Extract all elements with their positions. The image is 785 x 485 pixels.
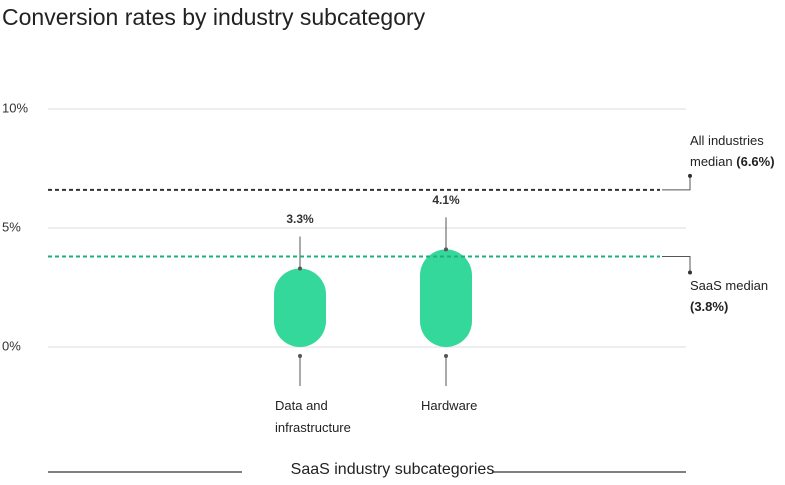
connector	[662, 175, 691, 191]
reference-value-label: (6.6%)	[736, 153, 775, 169]
reference-annotation: SaaS median (3.8%)	[690, 275, 785, 317]
bar	[274, 268, 326, 347]
x-tick-label: Data and infrastructure	[275, 398, 351, 435]
leader-dot	[444, 247, 448, 252]
y-tick-label: 0%	[2, 338, 21, 354]
y-tick-label: 5%	[2, 219, 21, 235]
connector	[662, 256, 691, 273]
connector-dot	[688, 270, 692, 275]
y-tick-label: 10%	[2, 100, 29, 116]
x-axis-label: SaaS industry subcategories	[290, 461, 495, 478]
reference-value-label: (3.8%)	[690, 298, 729, 314]
chart-title: Conversion rates by industry subcategory	[2, 4, 426, 30]
x-tick-label: Hardware	[421, 398, 478, 413]
value-label: 3.3%	[286, 212, 314, 227]
leader-dot	[298, 266, 302, 271]
reference-name: All industries median	[690, 132, 764, 169]
value-label: 4.1%	[432, 193, 460, 208]
connector-dot	[688, 173, 692, 178]
bar	[420, 249, 472, 347]
reference-name: SaaS median	[690, 277, 769, 293]
reference-annotation: All industries median (6.6%)	[690, 130, 785, 172]
